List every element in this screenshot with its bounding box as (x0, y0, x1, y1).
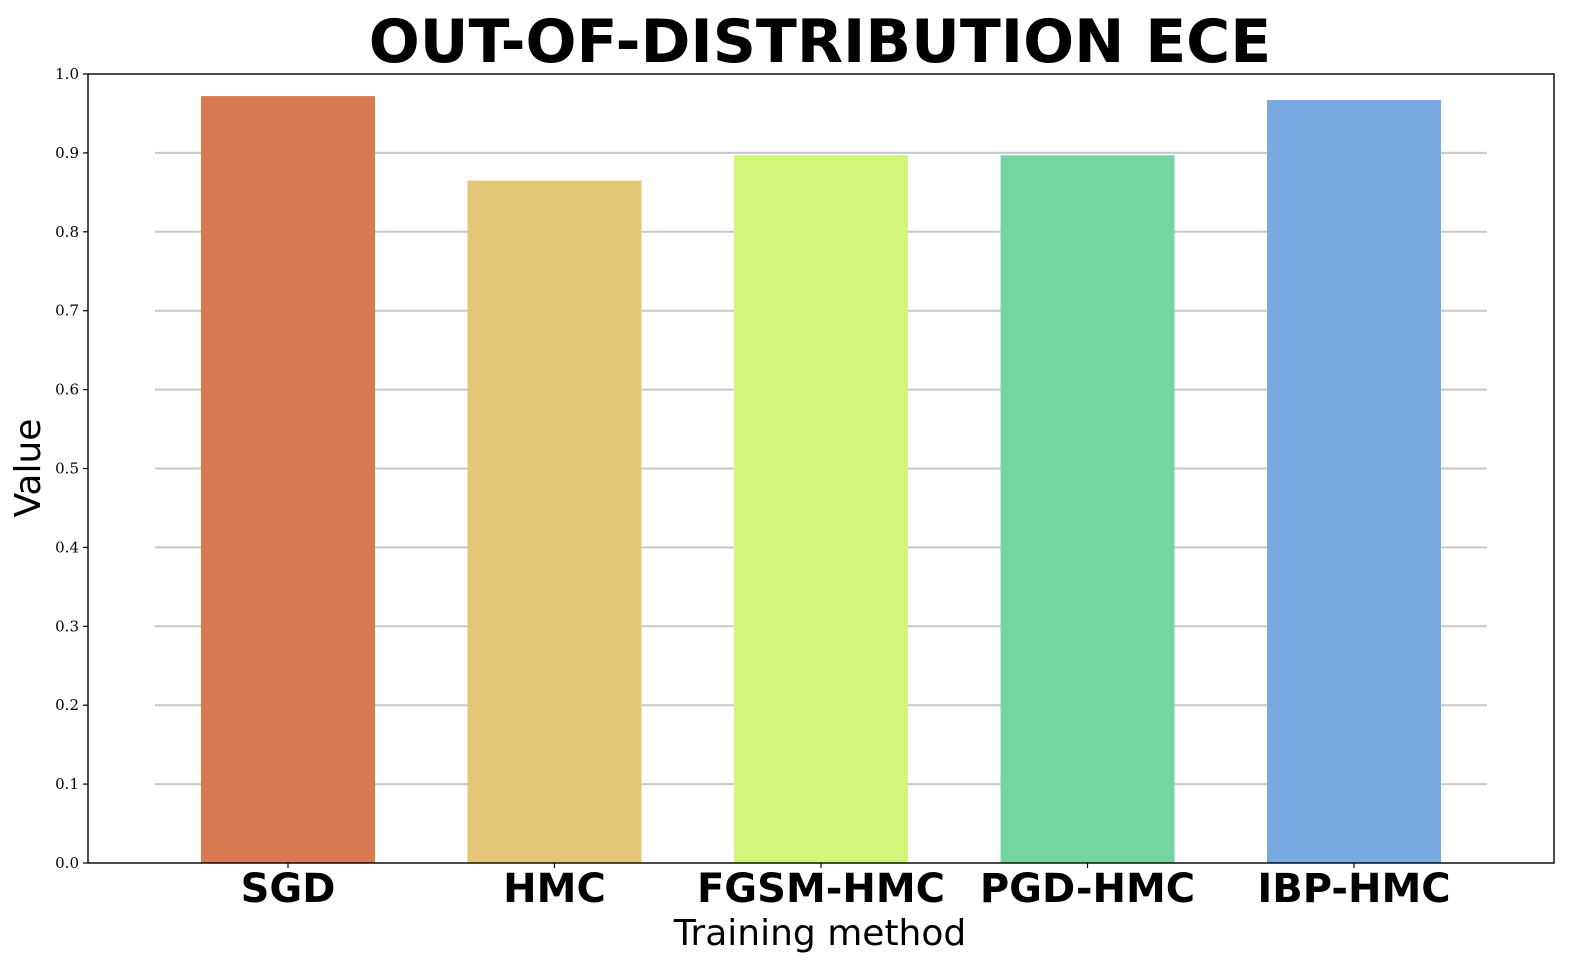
y-tick-label: 0.8 (55, 223, 79, 241)
x-tick-label-hmc: HMC (503, 866, 606, 912)
bar-sgd (201, 96, 375, 864)
y-tick-label: 0.6 (55, 381, 79, 399)
y-tick-label: 0.9 (55, 144, 79, 162)
x-tick-label-sgd: SGD (241, 866, 336, 912)
bars (201, 96, 1441, 864)
y-tick-label: 0.4 (55, 538, 79, 556)
y-axis-label: Value (8, 419, 49, 518)
x-axis-ticks: SGD HMC FGSM-HMC PGD-HMC IBP-HMC (241, 863, 1451, 912)
bar-hmc (467, 180, 642, 863)
bar-ibp-hmc (1267, 100, 1441, 864)
x-tick-label-ibp-hmc: IBP-HMC (1257, 866, 1450, 912)
y-tick-label: 0.7 (55, 302, 79, 320)
y-axis-ticks: 0.0 0.1 0.2 0.3 0.4 0.5 0.6 0.7 0.8 0.9 1.0 (55, 65, 88, 872)
y-tick-label: 0.5 (55, 460, 79, 478)
y-tick-label: 0.1 (55, 775, 79, 793)
y-tick-label: 0.2 (55, 696, 79, 714)
bar-fgsm-hmc (734, 155, 908, 864)
y-tick-label: 0.0 (55, 854, 79, 872)
y-tick-label: 0.3 (55, 617, 79, 635)
bar-pgd-hmc (1000, 155, 1175, 864)
y-tick-label: 1.0 (55, 65, 79, 83)
x-tick-label-fgsm-hmc: FGSM-HMC (697, 866, 945, 912)
x-axis-label: Training method (673, 913, 967, 954)
chart-title: OUT-OF-DISTRIBUTION ECE (369, 7, 1271, 77)
x-tick-label-pgd-hmc: PGD-HMC (980, 866, 1195, 912)
